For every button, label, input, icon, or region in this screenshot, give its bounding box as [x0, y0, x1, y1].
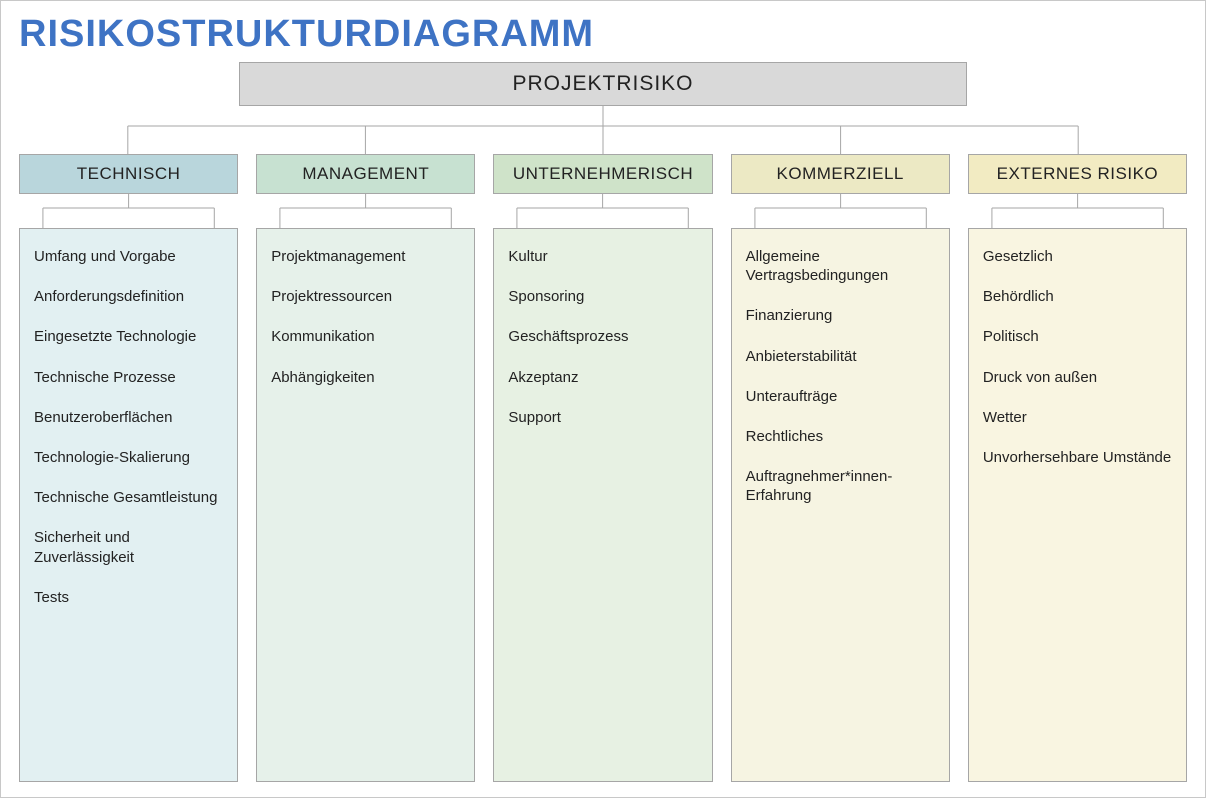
category-column: KOMMERZIELL Allgemeine Vertragsbedingunge… — [731, 154, 950, 782]
category-connector — [731, 194, 950, 228]
risk-item: Kultur — [508, 247, 699, 266]
risk-item: Abhängigkeiten — [271, 368, 462, 387]
category-connector — [19, 194, 238, 228]
category-connector — [968, 194, 1187, 228]
category-body: Allgemeine Vertragsbedingungen Finanzieru… — [731, 228, 950, 782]
category-body: Kultur Sponsoring Geschäftsprozess Akzeptan… — [493, 228, 712, 782]
category-body: Gesetzlich Behördlich Politisch Druck von a… — [968, 228, 1187, 782]
risk-item: Tests — [34, 588, 225, 607]
risk-item: Wetter — [983, 408, 1174, 427]
category-header: UNTERNEHMERISCH — [493, 154, 712, 194]
risk-item: Auftragnehmer*innen-Erfahrung — [746, 467, 937, 505]
category-header: TECHNISCH — [19, 154, 238, 194]
risk-item: Technische Gesamtleistung — [34, 488, 225, 507]
risk-item: Allgemeine Vertragsbedingungen — [746, 247, 937, 285]
category-body: Projektmanagement Projektressourcen Kommun… — [256, 228, 475, 782]
category-header: EXTERNES RISIKO — [968, 154, 1187, 194]
risk-item: Umfang und Vorgabe — [34, 247, 225, 266]
category-body: Umfang und Vorgabe Anforderungsdefinition… — [19, 228, 238, 782]
category-header: MANAGEMENT — [256, 154, 475, 194]
risk-item: Projektressourcen — [271, 287, 462, 306]
risk-item: Rechtliches — [746, 427, 937, 446]
risk-item: Akzeptanz — [508, 368, 699, 387]
category-connector — [256, 194, 475, 228]
risk-item: Support — [508, 408, 699, 427]
risk-item: Gesetzlich — [983, 247, 1174, 266]
category-column: MANAGEMENT Projektmanagement Projektressou… — [256, 154, 475, 782]
categories-row: TECHNISCH Umfang und Vorgabe Anforderungsd… — [19, 154, 1187, 782]
risk-item: Eingesetzte Technologie — [34, 327, 225, 346]
risk-item: Technologie-Skalierung — [34, 448, 225, 467]
category-column: UNTERNEHMERISCH Kultur Sponsoring Geschäfts… — [493, 154, 712, 782]
category-column: TECHNISCH Umfang und Vorgabe Anforderungsd… — [19, 154, 238, 782]
risk-item: Anbieterstabilität — [746, 347, 937, 366]
risk-item: Geschäftsprozess — [508, 327, 699, 346]
risk-item: Sicherheit und Zuverlässigkeit — [34, 528, 225, 566]
risk-item: Benutzeroberflächen — [34, 408, 225, 427]
risk-item: Politisch — [983, 327, 1174, 346]
risk-item: Sponsoring — [508, 287, 699, 306]
risk-item: Technische Prozesse — [34, 368, 225, 387]
risk-item: Behördlich — [983, 287, 1174, 306]
risk-item: Finanzierung — [746, 306, 937, 325]
category-header: KOMMERZIELL — [731, 154, 950, 194]
risk-item: Druck von außen — [983, 368, 1174, 387]
risk-item: Kommunikation — [271, 327, 462, 346]
category-connector — [493, 194, 712, 228]
risk-item: Unteraufträge — [746, 387, 937, 406]
risk-item: Projektmanagement — [271, 247, 462, 266]
risk-item: Unvorhersehbare Umstände — [983, 448, 1174, 467]
diagram-frame: RISIKOSTRUKTURDIAGRAMM PROJEKTRISIKO TEC… — [0, 0, 1206, 798]
root-row: PROJEKTRISIKO — [15, 62, 1191, 106]
root-connector-svg — [19, 106, 1187, 154]
category-column: EXTERNES RISIKO Gesetzlich Behördlich Polit… — [968, 154, 1187, 782]
page-title: RISIKOSTRUKTURDIAGRAMM — [19, 13, 1191, 56]
risk-item: Anforderungsdefinition — [34, 287, 225, 306]
root-node: PROJEKTRISIKO — [239, 62, 967, 106]
root-connectors — [19, 106, 1187, 154]
